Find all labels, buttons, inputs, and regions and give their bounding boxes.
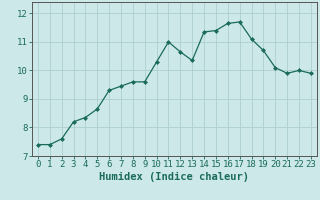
- X-axis label: Humidex (Indice chaleur): Humidex (Indice chaleur): [100, 172, 249, 182]
